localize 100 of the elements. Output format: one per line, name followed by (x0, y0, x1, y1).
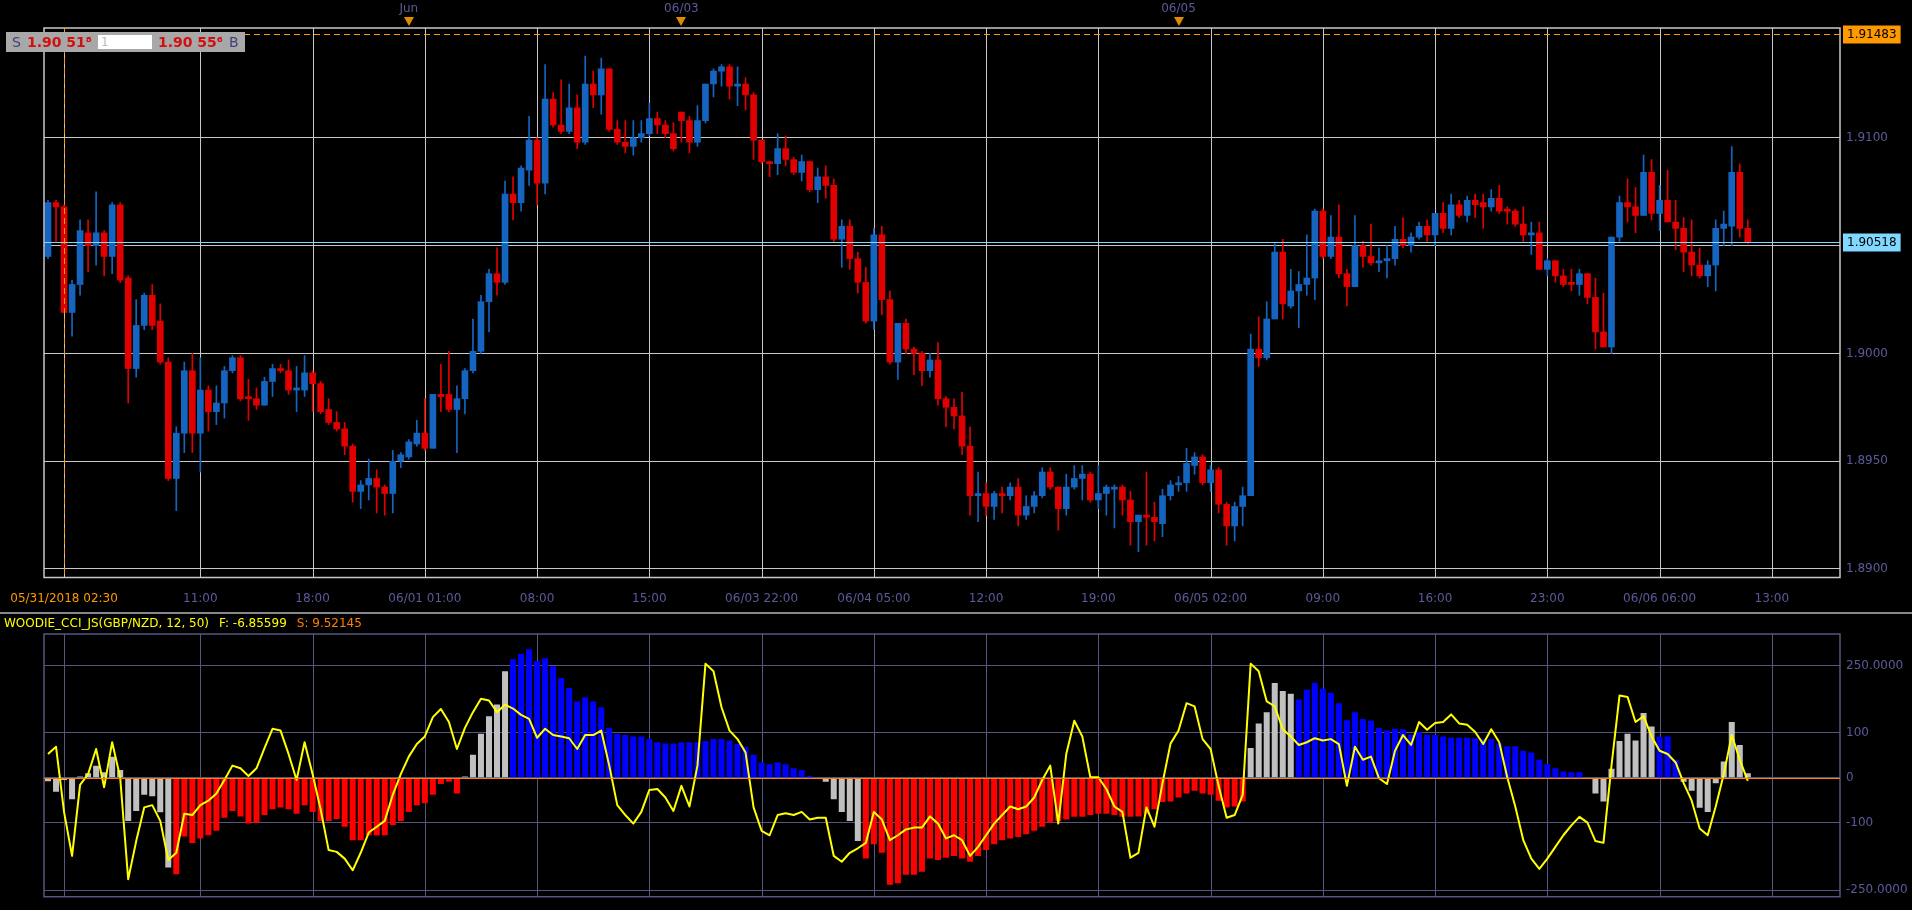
y-tick-label: -100 (1846, 814, 1874, 829)
bar (518, 653, 525, 778)
bar (1520, 750, 1527, 778)
bar (1576, 772, 1583, 778)
bar (862, 778, 869, 859)
bar (943, 778, 950, 858)
y-tick-label: 1.8900 (1846, 561, 1888, 576)
annotation: 1.90 55⁶ (157, 34, 223, 50)
bar (1295, 699, 1302, 778)
bar (1375, 727, 1382, 778)
bar (1343, 720, 1350, 778)
bar (1207, 778, 1214, 795)
bar (1183, 778, 1190, 794)
bar (293, 778, 300, 814)
bar (1704, 778, 1711, 812)
x-tick-label: 12:00 (968, 590, 1004, 605)
bar (1303, 689, 1310, 778)
bar (886, 778, 893, 885)
candlestick (357, 480, 365, 509)
x-tick-label: 05/31/2018 02:30 (10, 590, 118, 605)
bar (951, 778, 958, 856)
text: 06/03 (664, 1, 699, 15)
bar (469, 754, 476, 778)
bar (1359, 718, 1366, 778)
bar (1616, 740, 1623, 778)
bar (1087, 778, 1094, 816)
bar (1472, 738, 1479, 778)
bar (894, 778, 901, 884)
bar (1327, 692, 1334, 778)
bar (1367, 720, 1374, 778)
bar (991, 778, 998, 845)
bar (718, 739, 725, 778)
bar (1640, 713, 1647, 778)
bar (1127, 778, 1134, 817)
bar (934, 778, 941, 860)
bar (774, 762, 781, 778)
bar (526, 649, 533, 778)
bar (975, 778, 982, 856)
x-tick-label: 15:00 (632, 590, 667, 605)
bar (1151, 778, 1158, 810)
bar (405, 778, 412, 812)
bar (654, 742, 661, 778)
y-tick-label: 250.0000 (1846, 657, 1904, 672)
x-tick-label: 19:00 (1081, 590, 1116, 605)
candlestick (1527, 221, 1535, 255)
candlestick (998, 486, 1006, 514)
text: S: 9.52145 (296, 616, 362, 630)
bar (93, 765, 100, 778)
bar (1512, 746, 1519, 778)
bar (341, 778, 348, 827)
bar (910, 778, 917, 875)
bar (630, 736, 637, 778)
bar (189, 778, 196, 843)
bar (878, 778, 885, 853)
bar (133, 778, 140, 811)
bar (510, 659, 517, 778)
candlestick (1255, 316, 1263, 367)
bar (173, 778, 180, 875)
bar (1432, 735, 1439, 778)
candlestick (493, 247, 501, 296)
bar (1175, 778, 1182, 798)
candlestick (910, 346, 918, 376)
bar (1263, 712, 1270, 778)
bar (670, 743, 677, 778)
bar (494, 704, 501, 778)
bar (598, 707, 605, 778)
bar (453, 778, 460, 794)
bar (1544, 764, 1551, 778)
text: Jun (399, 1, 419, 15)
bar (1287, 693, 1294, 778)
bar (550, 666, 557, 778)
ref-line-label: 1.91483 (1847, 26, 1897, 41)
bar (1279, 691, 1286, 778)
bar (157, 778, 164, 813)
bar (967, 778, 974, 862)
bar (534, 660, 541, 778)
bar (1119, 778, 1126, 817)
candlestick (381, 484, 389, 516)
bar (902, 778, 909, 875)
bar (1191, 778, 1198, 791)
bar (413, 778, 420, 806)
bar (678, 742, 685, 778)
bar (1167, 778, 1174, 802)
bar (205, 778, 212, 836)
candlestick (629, 120, 637, 156)
x-tick-label: 06/01 01:00 (388, 590, 462, 605)
bar (1648, 726, 1655, 778)
x-tick-label: 08:00 (519, 590, 555, 605)
bar (854, 778, 861, 842)
bar (149, 778, 156, 797)
bar (502, 671, 509, 778)
bar (1480, 739, 1487, 778)
bar (1464, 737, 1471, 778)
candlestick (373, 469, 381, 514)
bar (1456, 737, 1463, 778)
x-tick-label: 23:00 (1530, 590, 1565, 605)
bar (253, 778, 260, 823)
bar (325, 778, 332, 821)
bar (582, 697, 589, 778)
bar (277, 778, 284, 808)
